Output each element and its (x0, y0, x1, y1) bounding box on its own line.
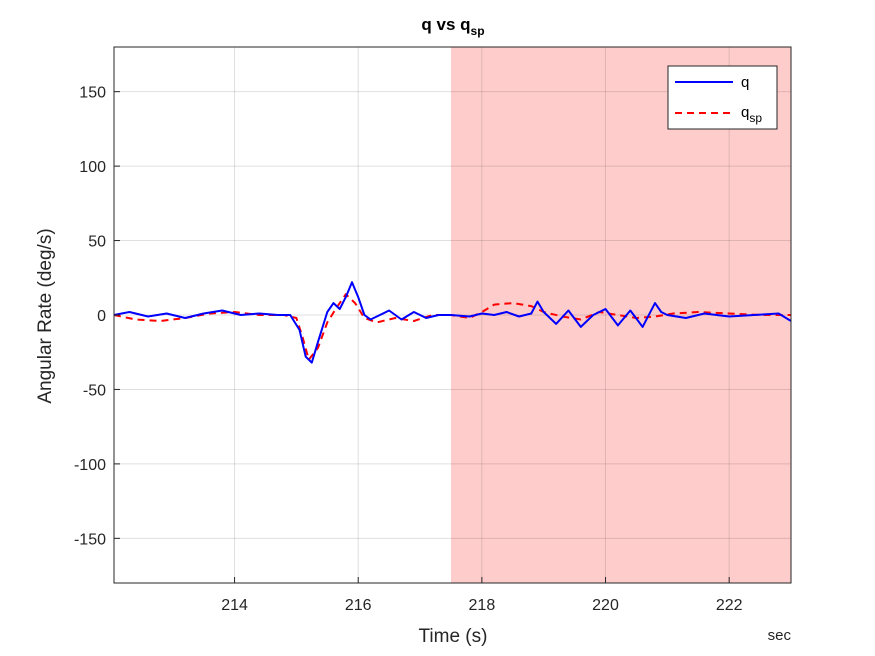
legend-label-q-sp: qsp (741, 104, 762, 125)
legend-label-q: q (741, 74, 749, 91)
y-tick-label: 50 (88, 234, 106, 251)
x-tick-label: 214 (221, 597, 248, 614)
x-tick-label: 220 (592, 597, 619, 614)
series-line-q (113, 281, 792, 364)
series-line-q-sp (113, 293, 791, 361)
x-unit-label: sec (768, 627, 792, 644)
y-tick-label: -50 (83, 382, 106, 399)
x-tick-label: 216 (345, 597, 372, 614)
y-axis-label: Angular Rate (deg/s) (35, 228, 56, 403)
tick-labels: 214 216 218 220 222 150 100 50 0 -50 -100 -150 (74, 85, 743, 614)
y-tick-label: 150 (79, 85, 106, 102)
x-tick-label: 218 (469, 597, 496, 614)
y-tick-label: -100 (74, 457, 106, 474)
legend-box (667, 65, 778, 130)
y-tick-label: -150 (74, 531, 106, 548)
x-tick-label: 222 (716, 597, 743, 614)
y-tick-label: 100 (79, 159, 106, 176)
legend: q qsp (667, 65, 778, 130)
y-tick-label: 0 (97, 308, 106, 325)
grid-lines (114, 47, 791, 583)
series-layer (113, 281, 792, 364)
x-axis-label: Time (s) (419, 626, 488, 647)
chart-title: q vs qsp (421, 15, 484, 38)
